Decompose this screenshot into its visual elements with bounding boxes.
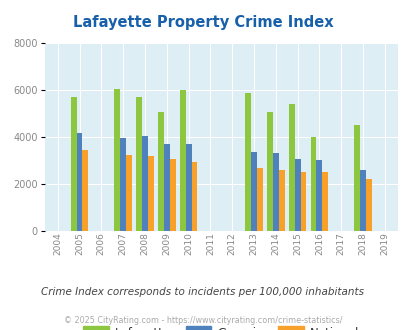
Bar [310, 137, 315, 231]
Bar [315, 160, 322, 231]
Bar [294, 159, 300, 231]
Bar [82, 150, 88, 231]
Text: © 2025 CityRating.com - https://www.cityrating.com/crime-statistics/: © 2025 CityRating.com - https://www.city… [64, 316, 341, 325]
Bar [142, 136, 147, 231]
Bar [256, 168, 262, 231]
Bar [77, 133, 82, 231]
Bar [191, 162, 197, 231]
Bar [250, 152, 256, 231]
Legend: Lafayette, Georgia, National: Lafayette, Georgia, National [79, 321, 363, 330]
Bar [169, 159, 175, 231]
Bar [353, 125, 359, 231]
Bar [179, 90, 185, 231]
Bar [365, 179, 371, 231]
Bar [300, 172, 306, 231]
Bar [120, 138, 126, 231]
Bar [278, 170, 284, 231]
Bar [136, 97, 142, 231]
Bar [114, 89, 120, 231]
Bar [266, 112, 272, 231]
Text: Lafayette Property Crime Index: Lafayette Property Crime Index [72, 15, 333, 30]
Bar [147, 156, 153, 231]
Bar [288, 104, 294, 231]
Bar [163, 144, 169, 231]
Text: Crime Index corresponds to incidents per 100,000 inhabitants: Crime Index corresponds to incidents per… [41, 287, 364, 297]
Bar [272, 153, 278, 231]
Bar [245, 93, 250, 231]
Bar [359, 170, 365, 231]
Bar [185, 144, 191, 231]
Bar [158, 112, 163, 231]
Bar [322, 172, 327, 231]
Bar [70, 97, 77, 231]
Bar [126, 154, 132, 231]
